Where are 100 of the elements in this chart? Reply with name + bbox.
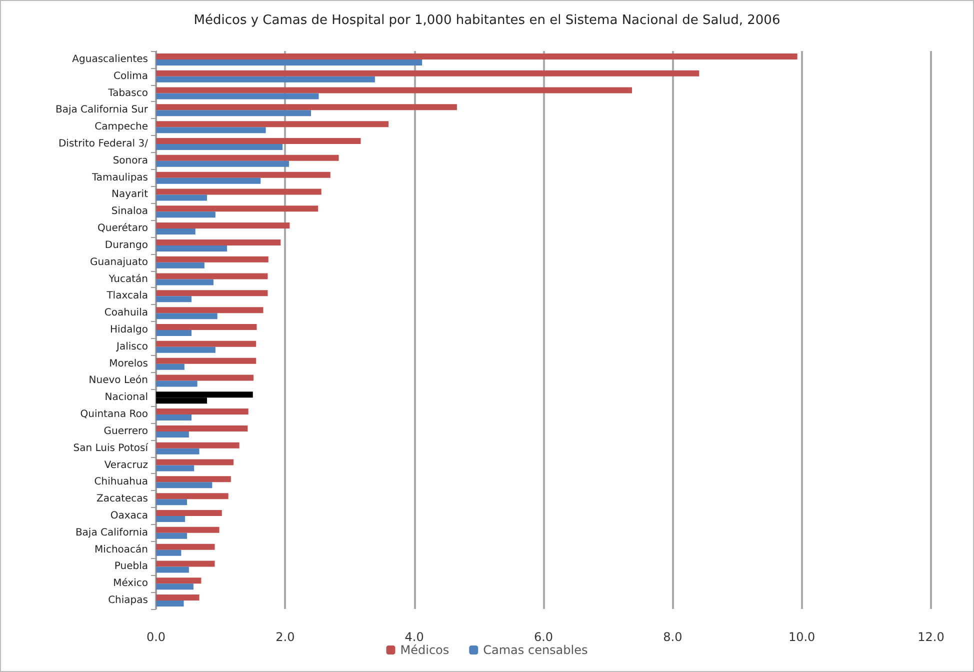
y-tick-label: Nayarit [112,189,148,200]
bar [156,160,290,167]
bar [156,324,257,330]
bar [156,313,218,320]
x-tick-label: 12.0 [918,630,944,644]
bar [156,296,192,302]
bar [156,110,311,116]
y-tick-label: Querétaro [98,223,148,234]
x-tick-label: 8.0 [663,630,682,644]
bar [156,256,268,262]
bar [156,273,268,280]
bar [156,222,290,229]
bar [156,212,216,218]
bar [156,93,319,100]
bar [156,584,194,590]
bar [156,532,187,539]
y-tick-label: Morelos [109,358,148,370]
bar [156,127,266,134]
bar [156,262,204,268]
y-tick-label: Coahuila [104,308,148,319]
y-tick-label: Durango [104,240,148,251]
y-tick-label: Oaxaca [110,510,148,522]
bar [156,510,222,516]
bar [156,448,200,454]
bar [156,482,212,488]
bar [156,279,214,286]
y-tick-label: Colima [113,70,148,82]
y-tick-label: Hidalgo [110,324,148,336]
y-tick-label: Nuevo León [88,375,148,386]
bar [156,172,330,178]
y-tick-label: Michoacán [94,544,148,556]
y-tick-label: Tlaxcala [106,290,148,302]
y-tick-label: Quintana Roo [80,409,148,420]
y-tick-label: Guerrero [104,426,148,437]
bar [156,465,194,472]
bar [156,459,234,466]
bar [156,53,798,60]
bar [156,138,361,144]
bar [156,414,192,421]
y-tick-label: Chihuahua [94,476,148,488]
x-tick-label: 2.0 [276,630,295,644]
y-tick-label: Distrito Federal 3/ [58,138,149,150]
bar [156,59,422,66]
y-tick-label: Puebla [114,561,148,572]
bar [156,290,268,296]
bar [156,499,187,506]
y-tick-label: México [113,578,148,590]
y-tick-label: Guanajuato [90,256,148,268]
y-tick-label: Campeche [94,122,148,133]
bar [156,526,220,533]
bar [156,245,228,252]
y-tick-label: Sonora [112,155,148,166]
y-tick-label: Veracruz [104,460,148,471]
x-tick-label: 4.0 [404,630,424,644]
bar [156,442,240,448]
bar [156,476,231,482]
bar [156,578,202,584]
bar [156,380,198,387]
y-tick-label: Sinaloa [111,206,148,218]
bar [156,70,700,76]
y-tick-label: Yucatán [108,274,148,285]
bar [156,346,216,353]
y-tick-label: Tabasco [107,88,148,99]
y-tick-label: Nacional [104,392,148,404]
x-tick-label: 10.0 [788,630,816,644]
bar [156,178,261,184]
chart-title: Médicos y Camas de Hospital por 1,000 habitantes en el Sistema Nacional de Salud, 2006 [194,13,780,28]
bar [156,194,208,201]
legend-label: Camas censables [483,643,588,657]
bar [156,516,186,522]
bar [156,374,254,381]
x-tick-label: 6.0 [534,630,554,644]
bar [156,330,192,336]
y-tick-label: Tamaulipas [90,172,148,184]
bar [156,425,248,432]
y-tick-label: Zacatecas [96,494,148,505]
bar [156,121,388,128]
bar [156,188,322,195]
bar [156,364,184,370]
bar [156,104,457,110]
bar [156,594,200,601]
bar [156,144,283,150]
bar [156,239,281,246]
bar [156,228,196,235]
bar [156,431,189,438]
bar [156,87,632,94]
bar [156,544,215,550]
y-tick-label: Chiapas [108,595,148,606]
bar [156,76,375,82]
y-tick-label: Baja California [75,527,148,538]
legend-label: Médicos [400,643,450,657]
bar [156,493,228,500]
bar [156,206,318,212]
y-tick-label: Aguascalientes [72,54,148,65]
bar [156,560,215,567]
y-tick-label: Baja California Sur [55,104,149,116]
bar [156,566,189,573]
bar [156,154,339,161]
y-tick-label: Jalisco [116,341,148,352]
bar [156,550,182,556]
